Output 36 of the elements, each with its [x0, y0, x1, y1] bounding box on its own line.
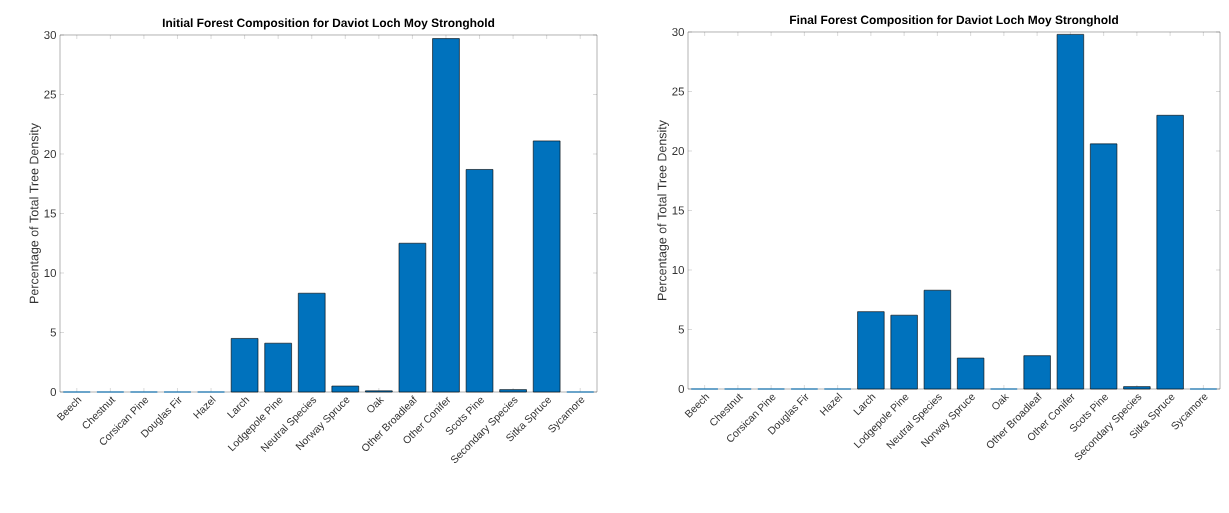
bar [331, 385, 360, 393]
bar [1056, 34, 1084, 390]
y-tick-label: 25 [44, 90, 56, 99]
bar [230, 338, 259, 393]
bar [465, 169, 494, 393]
bar [298, 292, 326, 393]
bar [499, 389, 527, 393]
y-tick-label: 15 [44, 209, 56, 218]
bar [1090, 143, 1118, 390]
bar [398, 242, 427, 393]
bar [890, 314, 918, 390]
y-axis-title: Percentage of Total Tree Density [29, 123, 41, 303]
bar [264, 342, 292, 393]
bar [432, 38, 460, 393]
y-tick-label: 0 [678, 384, 685, 394]
bar [923, 289, 951, 390]
y-tick-label: 20 [44, 149, 57, 159]
y-tick-label: 25 [672, 87, 684, 96]
bar [1023, 355, 1051, 390]
bar [1123, 386, 1151, 390]
y-tick-label: 30 [44, 30, 57, 40]
y-axis-title: Percentage of Total Tree Density [657, 120, 669, 300]
y-tick-label: 30 [672, 27, 685, 37]
y-tick-label: 10 [44, 268, 57, 278]
chart-title: Initial Forest Composition for Daviot Loch Moy Stronghold [162, 18, 495, 30]
y-tick-label: 10 [672, 265, 685, 275]
chart-title: Final Forest Composition for Daviot Loch Moy Stronghold [790, 15, 1118, 27]
bar [1156, 115, 1184, 390]
y-tick-label: 20 [672, 146, 685, 156]
y-tick-label: 0 [50, 387, 57, 397]
bar [857, 311, 885, 390]
bar [532, 140, 561, 393]
bar [957, 357, 985, 390]
y-tick-label: 15 [672, 206, 684, 215]
y-tick-label: 5 [678, 325, 685, 334]
y-tick-label: 5 [50, 328, 56, 337]
